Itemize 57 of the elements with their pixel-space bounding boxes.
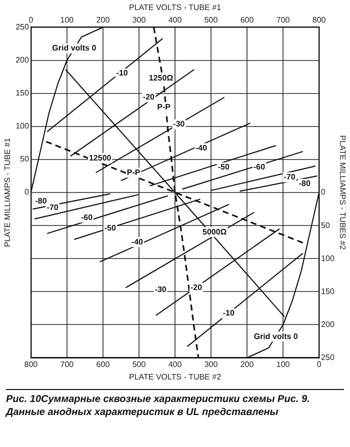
y-axis-title: PLATE MILLIAMPS - TUBE #1 <box>3 137 12 248</box>
annotation: 12500 <box>88 153 112 162</box>
annotation: 5000Ω <box>202 227 228 236</box>
y2-tick-label: 0 <box>321 188 326 197</box>
annotation: Grid volts 0 <box>52 44 97 53</box>
x-tick-label: 800 <box>24 360 38 369</box>
y2-tick-label: 150 <box>321 286 335 296</box>
annotation: -60 <box>253 162 266 172</box>
annotation: 1250Ω <box>148 73 174 82</box>
annotation: -80 <box>298 179 311 188</box>
y2-axis-title: PLATE MILLIAMPS - TUBES #2 <box>338 135 347 250</box>
x2-tick-label: 200 <box>96 16 110 25</box>
y-tick-label: 200 <box>16 55 30 64</box>
annotation: -10 <box>222 308 235 318</box>
y-tick-label: 250 <box>16 22 30 32</box>
y2-tick-label: 100 <box>321 254 335 263</box>
annotation: P-P <box>126 168 141 177</box>
annotation: -80 <box>35 196 48 206</box>
annotation: -50 <box>104 223 117 232</box>
x-tick-label: 500 <box>132 360 146 369</box>
x2-axis-title: PLATE VOLTS - TUBE #1 <box>128 3 222 12</box>
x-axis-title: PLATE VOLTS - TUBE #2 <box>128 372 222 382</box>
annotation: -70 <box>46 202 59 212</box>
x2-tick-label: 800 <box>312 16 326 25</box>
annotation: -50 <box>218 162 230 172</box>
annotation: -40 <box>131 237 144 246</box>
x2-tick-label: 300 <box>132 16 146 25</box>
x-tick-label: 600 <box>96 360 110 369</box>
y2-tick-label: 50 <box>321 220 330 230</box>
annotation: -30 <box>173 120 186 129</box>
x2-tick-label: 600 <box>240 16 254 25</box>
y-tick-label: 150 <box>16 88 30 98</box>
x-tick-label: 0 <box>316 360 322 369</box>
x-tick-label: 300 <box>204 360 218 369</box>
annotation: -20 <box>142 92 156 102</box>
x2-tick-label: 100 <box>60 16 74 25</box>
annotation: P-P <box>157 102 172 112</box>
y2-tick-label: 250 <box>321 353 335 362</box>
x2-tick-label: 400 <box>168 16 182 25</box>
annotation: -40 <box>196 143 208 152</box>
x2-tick-label: 500 <box>204 16 218 25</box>
annotation: -60 <box>80 212 94 222</box>
x-tick-label: 100 <box>276 360 290 369</box>
x-tick-label: 400 <box>168 360 182 369</box>
y-tick-label: 100 <box>16 122 30 131</box>
annotation: Grid volts 0 <box>254 332 298 341</box>
annotation: -30 <box>154 284 167 294</box>
annotation: -10 <box>116 68 128 78</box>
y2-tick-label: 200 <box>321 320 335 329</box>
y-tick-label: 0 <box>24 188 30 197</box>
x-tick-label: 700 <box>60 360 74 369</box>
annotation: -20 <box>190 282 203 292</box>
annotation: -70 <box>284 172 296 182</box>
text: Рис. 10Суммарные сквозные характеристики схемы Рис. 9. Данные анодных характеристик в UL представлены <box>6 393 311 419</box>
x-tick-label: 200 <box>240 360 254 369</box>
x2-tick-label: 700 <box>276 16 290 25</box>
y-tick-label: 50 <box>20 154 30 164</box>
